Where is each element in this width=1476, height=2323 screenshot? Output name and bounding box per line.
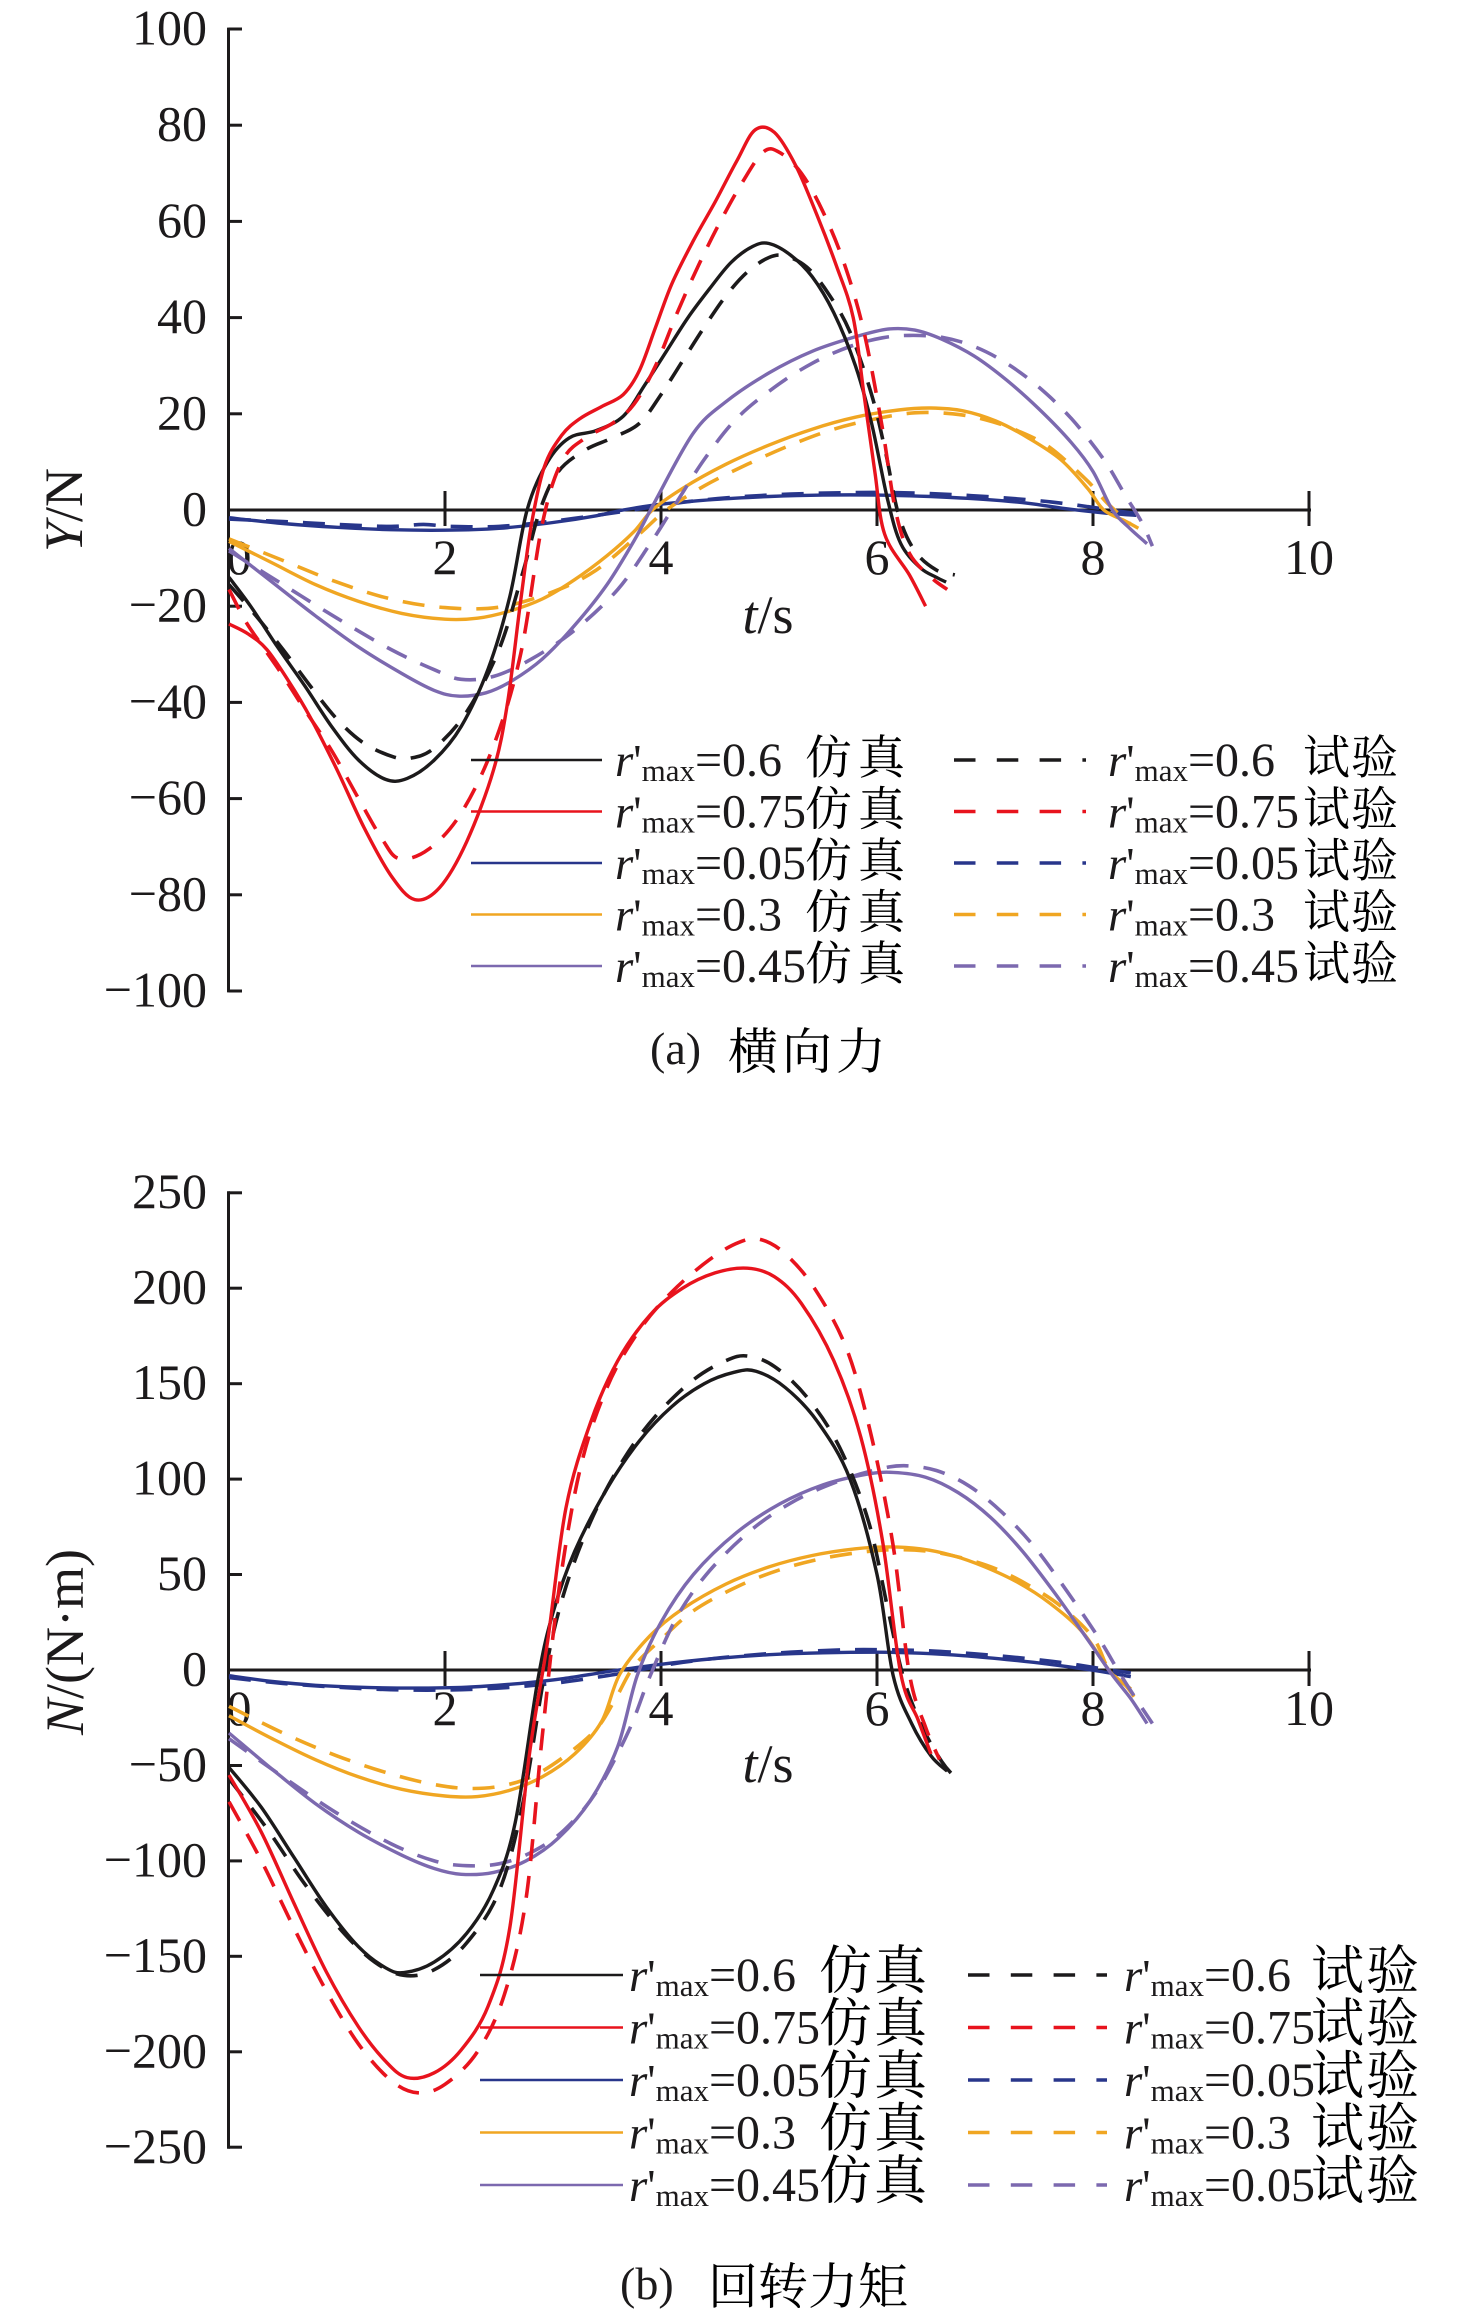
svg-text:r'max=0.05: r'max=0.05 (1108, 837, 1299, 891)
svg-text:r'max=0.45: r'max=0.45 (629, 2159, 820, 2213)
svg-text:r'max=0.6: r'max=0.6 (615, 734, 782, 788)
svg-text:−250: −250 (104, 2118, 207, 2174)
svg-text:150: 150 (132, 1354, 207, 1410)
svg-text:−150: −150 (104, 1927, 207, 1983)
svg-text:250: 250 (132, 1163, 207, 1219)
svg-text:(b): (b) (620, 2258, 674, 2309)
svg-text:r'max=0.3: r'max=0.3 (1124, 2107, 1291, 2161)
svg-text:t/s: t/s (742, 585, 793, 645)
svg-text:N/(N·m): N/(N·m) (35, 1549, 95, 1736)
svg-text:60: 60 (157, 192, 207, 248)
svg-text:r'max=0.75: r'max=0.75 (1124, 2002, 1315, 2056)
svg-text:100: 100 (132, 0, 207, 56)
svg-text:−60: −60 (129, 769, 207, 825)
svg-text:4: 4 (649, 529, 674, 585)
svg-text:r'max=0.75: r'max=0.75 (615, 786, 806, 840)
svg-text:r'max=0.45: r'max=0.45 (615, 940, 806, 994)
svg-text:0: 0 (182, 1641, 207, 1697)
svg-text:10: 10 (1284, 529, 1334, 585)
svg-text:r'max=0.05: r'max=0.05 (1124, 2054, 1315, 2108)
svg-text:10: 10 (1284, 1680, 1334, 1736)
svg-text:r'max=0.75: r'max=0.75 (629, 2002, 820, 2056)
svg-text:Y/N: Y/N (34, 468, 94, 552)
svg-text:200: 200 (132, 1259, 207, 1315)
svg-text:r'max=0.6: r'max=0.6 (629, 1949, 796, 2003)
svg-text:r'max=0.05: r'max=0.05 (1124, 2159, 1315, 2213)
svg-text:4: 4 (649, 1680, 674, 1736)
svg-text:50: 50 (157, 1545, 207, 1601)
svg-text:40: 40 (157, 288, 207, 344)
svg-text:t/s: t/s (742, 1734, 793, 1794)
svg-text:−50: −50 (129, 1736, 207, 1792)
svg-text:80: 80 (157, 96, 207, 152)
svg-text:r'max=0.6: r'max=0.6 (1108, 734, 1275, 788)
svg-text:0: 0 (182, 481, 207, 537)
svg-text:−200: −200 (104, 2022, 207, 2078)
svg-text:6: 6 (865, 1680, 890, 1736)
svg-text:r'max=0.3: r'max=0.3 (1108, 889, 1275, 943)
svg-text:(a): (a) (650, 1023, 701, 1074)
svg-text:r'max=0.75: r'max=0.75 (1108, 786, 1299, 840)
svg-text:−40: −40 (129, 673, 207, 729)
svg-text:2: 2 (433, 529, 458, 585)
svg-text:100: 100 (132, 1450, 207, 1506)
svg-text:−80: −80 (129, 865, 207, 921)
svg-text:20: 20 (157, 384, 207, 440)
svg-text:−100: −100 (104, 1831, 207, 1887)
svg-text:8: 8 (1081, 1680, 1106, 1736)
svg-text:r'max=0.3: r'max=0.3 (615, 889, 782, 943)
svg-text:−20: −20 (129, 577, 207, 633)
svg-text:r'max=0.45: r'max=0.45 (1108, 940, 1299, 994)
svg-text:−100: −100 (104, 962, 207, 1018)
svg-text:r'max=0.6: r'max=0.6 (1124, 1949, 1291, 2003)
svg-text:r'max=0.3: r'max=0.3 (629, 2107, 796, 2161)
svg-text:r'max=0.05: r'max=0.05 (629, 2054, 820, 2108)
svg-text:r'max=0.05: r'max=0.05 (615, 837, 806, 891)
svg-text:8: 8 (1081, 529, 1106, 585)
